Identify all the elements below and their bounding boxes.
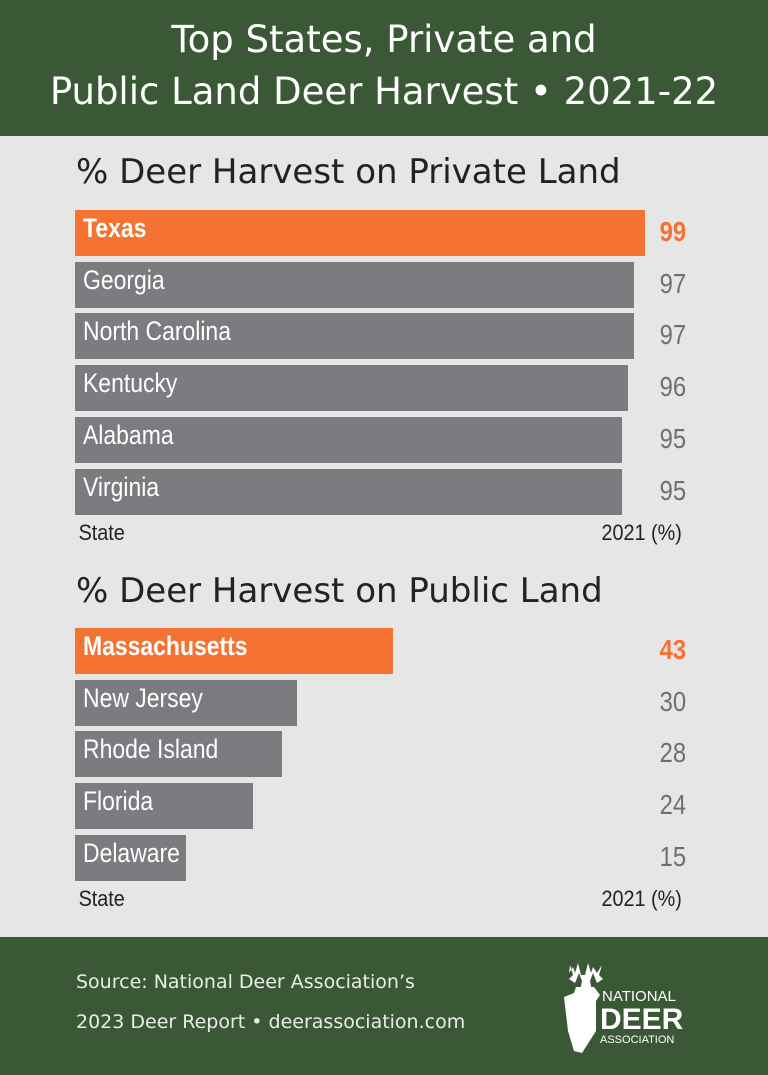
public-bar-new-jersey: New Jersey: [75, 679, 297, 726]
deer-head-icon: [564, 963, 603, 1053]
public-bar-massachusetts: Massachusetts: [75, 628, 394, 674]
source-line-1: Source: National Deer Association’s: [76, 971, 415, 993]
public-bar-rhode-island: Rhode Island: [75, 731, 283, 778]
value-label: 28: [659, 737, 686, 769]
public-bar-florida: Florida: [75, 783, 253, 830]
value-label: 95: [659, 474, 686, 506]
footer: Source: National Deer Association’s 2023…: [0, 937, 768, 1075]
bar-label: Massachusetts: [83, 631, 248, 661]
bar-label: Florida: [83, 786, 154, 817]
value-label: 96: [659, 371, 686, 403]
bar-label: Virginia: [83, 471, 160, 502]
private-bar-virginia: Virginia: [75, 468, 623, 515]
public-bar-delaware: Delaware: [75, 834, 186, 881]
svg-text:NATIONAL: NATIONAL: [602, 988, 676, 1005]
svg-text:DEER: DEER: [600, 1003, 684, 1036]
header: Top States, Private and Public Land Deer…: [0, 0, 768, 136]
national-deer-association-logo: NATIONAL DEER ASSOCIATION: [564, 963, 684, 1053]
private-bar-alabama: Alabama: [75, 416, 623, 463]
title-line-1: Top States, Private and: [171, 18, 597, 61]
private-bar-north-carolina: North Carolina: [75, 313, 634, 360]
private-y-label: State: [78, 520, 125, 545]
bar-label: Delaware: [83, 837, 180, 868]
private-x-label: 2021 (%): [601, 520, 682, 545]
bar-label: Texas: [83, 213, 147, 243]
value-label: 24: [659, 789, 686, 821]
private-bar-texas: Texas: [75, 210, 646, 256]
bar-label: New Jersey: [83, 682, 203, 713]
bar-label: North Carolina: [83, 316, 231, 347]
public-chart-title: % Deer Harvest on Public Land: [76, 571, 603, 611]
value-label: 95: [659, 422, 686, 454]
value-label: 99: [659, 216, 686, 247]
bar-label: Georgia: [83, 264, 165, 295]
private-bar-kentucky: Kentucky: [75, 365, 628, 412]
private-bar-georgia: Georgia: [75, 261, 634, 308]
public-y-label: State: [78, 886, 125, 911]
value-label: 15: [659, 840, 686, 872]
bar-label: Rhode Island: [83, 734, 219, 765]
value-label: 97: [659, 267, 686, 299]
title-line-2: Public Land Deer Harvest • 2021-22: [49, 70, 719, 113]
value-label: 43: [659, 634, 686, 665]
value-label: 97: [659, 319, 686, 351]
bar-label: Alabama: [83, 419, 174, 450]
svg-text:ASSOCIATION: ASSOCIATION: [600, 1034, 674, 1046]
bar-label: Kentucky: [83, 368, 178, 399]
source-line-2: 2023 Deer Report • deerassociation.com: [76, 1011, 466, 1033]
public-x-label: 2021 (%): [601, 886, 682, 911]
private-chart-title: % Deer Harvest on Private Land: [76, 152, 621, 192]
value-label: 30: [659, 685, 686, 717]
